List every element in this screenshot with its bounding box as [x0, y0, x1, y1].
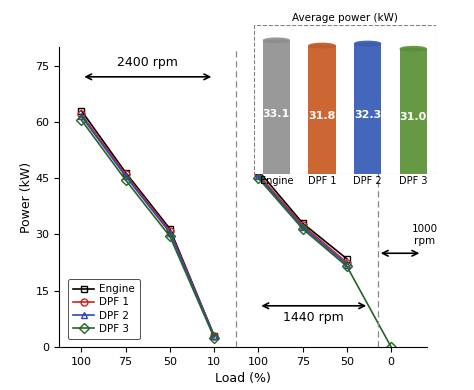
Ellipse shape	[263, 39, 290, 43]
DPF 3	[167, 234, 173, 239]
Text: 1000
rpm: 1000 rpm	[411, 224, 438, 246]
DPF 3	[123, 178, 128, 183]
Engine	[79, 108, 84, 113]
Bar	[354, 43, 381, 174]
Ellipse shape	[308, 43, 336, 48]
DPF 3	[79, 118, 84, 122]
Text: 2400 rpm: 2400 rpm	[118, 56, 178, 69]
DPF 2	[123, 174, 128, 179]
DPF 1	[79, 112, 84, 117]
Bar	[308, 45, 336, 174]
Title: Average power (kW): Average power (kW)	[292, 13, 398, 23]
Ellipse shape	[354, 41, 381, 46]
Ellipse shape	[263, 37, 290, 43]
Engine	[123, 170, 128, 175]
Ellipse shape	[308, 44, 336, 48]
DPF 1	[167, 229, 173, 233]
Bar	[254, 25, 436, 174]
Legend: Engine, DPF 1, DPF 2, DPF 3: Engine, DPF 1, DPF 2, DPF 3	[68, 279, 140, 339]
Text: 1440 rpm: 1440 rpm	[283, 312, 344, 324]
Line: DPF 1: DPF 1	[78, 111, 218, 339]
DPF 1	[211, 333, 217, 338]
Ellipse shape	[400, 48, 427, 52]
DPF 2	[211, 333, 217, 338]
Engine	[167, 227, 173, 231]
DPF 2	[79, 114, 84, 119]
DPF 2	[167, 230, 173, 235]
DPF 1	[123, 172, 128, 177]
Text: 33.1: 33.1	[263, 108, 290, 119]
Ellipse shape	[400, 46, 427, 51]
Ellipse shape	[354, 43, 381, 46]
Text: 32.3: 32.3	[354, 110, 381, 120]
DPF 3	[211, 335, 217, 340]
Text: 31.8: 31.8	[308, 111, 336, 121]
Line: Engine: Engine	[78, 107, 218, 339]
Y-axis label: Power (kW): Power (kW)	[19, 161, 33, 232]
Text: 31.0: 31.0	[400, 112, 427, 122]
X-axis label: Load (%): Load (%)	[215, 372, 271, 385]
Line: DPF 2: DPF 2	[78, 113, 218, 339]
Engine	[211, 333, 217, 338]
Bar	[263, 40, 290, 174]
Line: DPF 3: DPF 3	[78, 117, 218, 341]
Bar	[400, 49, 427, 174]
